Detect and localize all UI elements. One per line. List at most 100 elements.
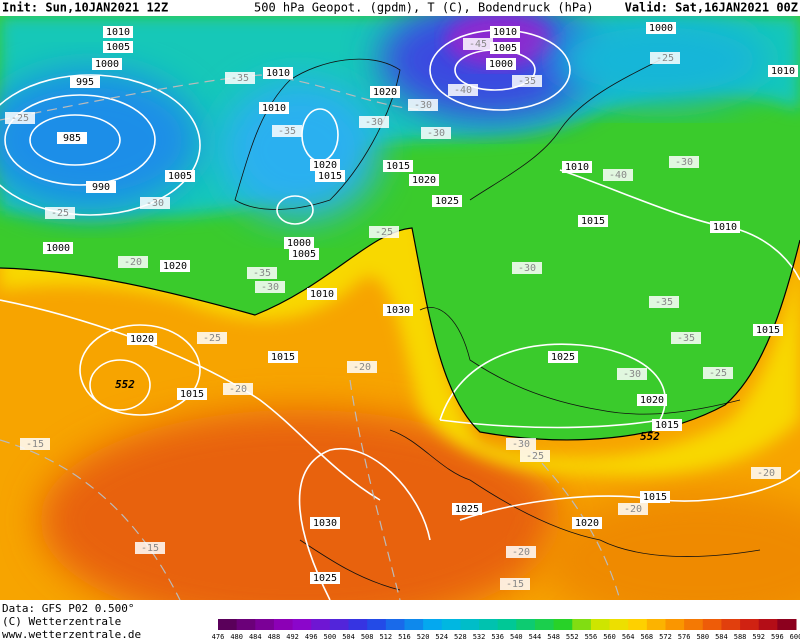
coastlines <box>234 58 761 591</box>
temperature-label: -15 <box>141 543 159 554</box>
pressure-label-box <box>307 288 337 300</box>
temperature-label: -35 <box>278 126 296 137</box>
pressure-label: 1020 <box>575 518 599 529</box>
pressure-label-box <box>127 333 157 345</box>
copyright: (C) Wetterzentrale <box>2 615 121 628</box>
color-bin <box>441 619 461 630</box>
scale-label: 600 <box>790 633 800 641</box>
scale-label: 596 <box>771 633 784 641</box>
pressure-label-box <box>409 174 439 186</box>
pressure-label: 1010 <box>565 162 589 173</box>
valid-time: Valid: Sat,16JAN2021 00Z <box>625 1 798 15</box>
scale-label: 528 <box>454 633 467 641</box>
pressure-label-box <box>562 161 592 173</box>
url: www.wetterzentrale.de <box>2 628 141 641</box>
temperature-label: -35 <box>231 73 249 84</box>
pressure-label: 1000 <box>287 238 311 249</box>
temperature-label: -20 <box>229 384 247 395</box>
color-bin <box>646 619 666 630</box>
scale-label: 568 <box>641 633 654 641</box>
pressure-label: 1015 <box>318 171 342 182</box>
pressure-label: 990 <box>92 182 110 193</box>
temperature-label: -20 <box>624 504 642 515</box>
pressure-label-box <box>452 503 482 515</box>
color-bin <box>385 619 405 630</box>
pressure-label: 1025 <box>551 352 575 363</box>
color-bin <box>684 619 704 630</box>
pressure-label: 1005 <box>493 43 517 54</box>
temperature-label: -20 <box>353 362 371 373</box>
pressure-label-box <box>652 419 682 431</box>
scale-label: 552 <box>566 633 579 641</box>
temperature-label-box <box>463 38 493 50</box>
color-bin <box>479 619 499 630</box>
data-source: Data: GFS P02 0.500° <box>2 602 134 615</box>
temperature-label-box <box>506 438 536 450</box>
pressure-label: 1025 <box>455 504 479 515</box>
temperature-label-box <box>369 226 399 238</box>
color-bin <box>740 619 760 630</box>
temperature-label-box <box>649 296 679 308</box>
pressure-label: 1005 <box>106 42 130 53</box>
temperature-label-box <box>359 116 389 128</box>
cold-core <box>445 16 555 68</box>
temperature-label-box <box>650 52 680 64</box>
temperature-label-box <box>751 467 781 479</box>
pressure-label-box <box>103 26 133 38</box>
scale-label: 476 <box>212 633 225 641</box>
temperature-label: -30 <box>414 100 432 111</box>
header-bar <box>0 0 800 16</box>
scale-label: 492 <box>286 633 299 641</box>
pressure-label-box <box>103 41 133 53</box>
color-bin <box>758 619 778 630</box>
pressure-label: 1015 <box>386 161 410 172</box>
552-contour <box>0 227 800 441</box>
temperature-label: -30 <box>146 198 164 209</box>
pressure-label: 1015 <box>581 216 605 227</box>
temperature-label-box <box>512 75 542 87</box>
color-bin <box>702 619 722 630</box>
pressure-label: 1020 <box>313 160 337 171</box>
scale-label: 488 <box>268 633 281 641</box>
scale-label: 484 <box>249 633 262 641</box>
color-bin <box>628 619 648 630</box>
scale-label: 584 <box>715 633 728 641</box>
temperature-label: -25 <box>709 368 727 379</box>
temperature-label: -35 <box>253 268 271 279</box>
temperature-label: -20 <box>124 257 142 268</box>
pressure-label: 1000 <box>95 59 119 70</box>
color-bin <box>497 619 517 630</box>
temperature-label: -30 <box>365 117 383 128</box>
color-bin <box>255 619 275 630</box>
pressure-label-box <box>70 76 100 88</box>
scale-label: 500 <box>324 633 337 641</box>
temperature-label-box <box>512 262 542 274</box>
height-label: 552 <box>640 430 660 443</box>
pressure-label: 1005 <box>168 171 192 182</box>
color-bin <box>348 619 368 630</box>
pressure-label-box <box>310 517 340 529</box>
temperature-label: -35 <box>655 297 673 308</box>
pressure-label-box <box>310 159 340 171</box>
scale-label: 564 <box>622 633 635 641</box>
color-bin <box>273 619 294 630</box>
temperature-label-box <box>347 361 377 373</box>
pressure-label-box <box>310 572 340 584</box>
color-bin <box>777 619 797 630</box>
scale-label: 480 <box>230 633 243 641</box>
temperature-label: -25 <box>203 333 221 344</box>
scale-label: 560 <box>603 633 616 641</box>
scale-label: 504 <box>342 633 355 641</box>
pressure-label: 1010 <box>106 27 130 38</box>
color-bin <box>311 619 331 630</box>
temperature-label-box <box>506 546 536 558</box>
temperature-label-box <box>5 112 35 124</box>
temperature-label: -25 <box>375 227 393 238</box>
pressure-label: 1000 <box>46 243 70 254</box>
color-bin <box>553 619 573 630</box>
pressure-label-box <box>646 22 676 34</box>
temperature-label-box <box>135 542 165 554</box>
pressure-label: 1010 <box>310 289 334 300</box>
temperature-label-box <box>520 450 550 462</box>
temperature-label-box <box>703 367 733 379</box>
